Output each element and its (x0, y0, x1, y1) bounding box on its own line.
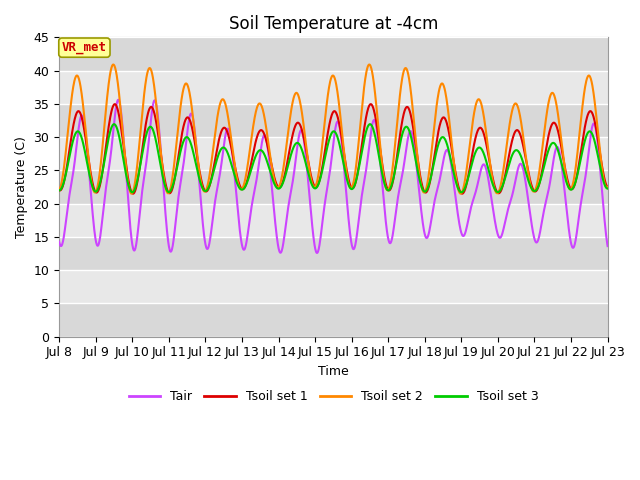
Bar (59, 137, 607, 170)
Line: Tsoil set 1: Tsoil set 1 (59, 104, 607, 193)
Line: Tair: Tair (59, 100, 607, 253)
Tair (419, 223, 427, 228)
Tsoil set 2 (604, 184, 611, 190)
Tsoil set 1 (164, 190, 172, 195)
Tsoil set 1 (419, 186, 427, 192)
Tsoil set 3 (164, 189, 172, 195)
Tsoil set 2 (540, 138, 547, 144)
Line: Tsoil set 3: Tsoil set 3 (59, 124, 607, 192)
Tsoil set 3 (178, 143, 186, 149)
X-axis label: Time: Time (318, 365, 349, 378)
Tsoil set 3 (55, 188, 63, 193)
Tsoil set 1 (239, 186, 247, 192)
Line: Tsoil set 2: Tsoil set 2 (59, 64, 607, 193)
Tair (178, 174, 186, 180)
Tsoil set 1 (111, 101, 118, 107)
Tsoil set 2 (178, 94, 186, 100)
Tsoil set 2 (239, 184, 247, 190)
Tsoil set 1 (55, 187, 63, 193)
Tair (115, 97, 122, 103)
Tsoil set 3 (110, 121, 118, 127)
Tsoil set 1 (604, 184, 611, 190)
Tsoil set 1 (491, 184, 499, 190)
Tsoil set 3 (491, 186, 499, 192)
Bar (59, 303, 607, 337)
Tsoil set 3 (129, 190, 136, 195)
Bar (59, 71, 607, 104)
Tsoil set 3 (540, 167, 547, 173)
Bar (59, 170, 607, 204)
Tsoil set 3 (239, 186, 247, 192)
Tair (55, 239, 63, 245)
Y-axis label: Temperature (C): Temperature (C) (15, 136, 28, 238)
Legend: Tair, Tsoil set 1, Tsoil set 2, Tsoil set 3: Tair, Tsoil set 1, Tsoil set 2, Tsoil se… (124, 385, 543, 408)
Tsoil set 2 (128, 191, 136, 196)
Text: VR_met: VR_met (62, 41, 107, 54)
Tair (491, 217, 499, 223)
Tair (164, 239, 172, 244)
Tair (604, 243, 611, 249)
Tsoil set 1 (540, 162, 547, 168)
Tsoil set 1 (129, 191, 137, 196)
Bar (59, 104, 607, 137)
Bar (59, 204, 607, 237)
Tair (313, 250, 321, 256)
Bar (59, 270, 607, 303)
Tsoil set 3 (604, 186, 611, 192)
Tsoil set 1 (178, 132, 186, 137)
Tsoil set 2 (55, 187, 63, 193)
Bar (59, 237, 607, 270)
Tair (540, 212, 547, 217)
Tsoil set 2 (109, 61, 117, 67)
Tsoil set 2 (491, 187, 499, 192)
Title: Soil Temperature at -4cm: Soil Temperature at -4cm (228, 15, 438, 33)
Tsoil set 2 (419, 189, 427, 194)
Bar (59, 37, 607, 71)
Tair (239, 245, 246, 251)
Tsoil set 2 (164, 190, 172, 196)
Tsoil set 3 (419, 188, 427, 193)
